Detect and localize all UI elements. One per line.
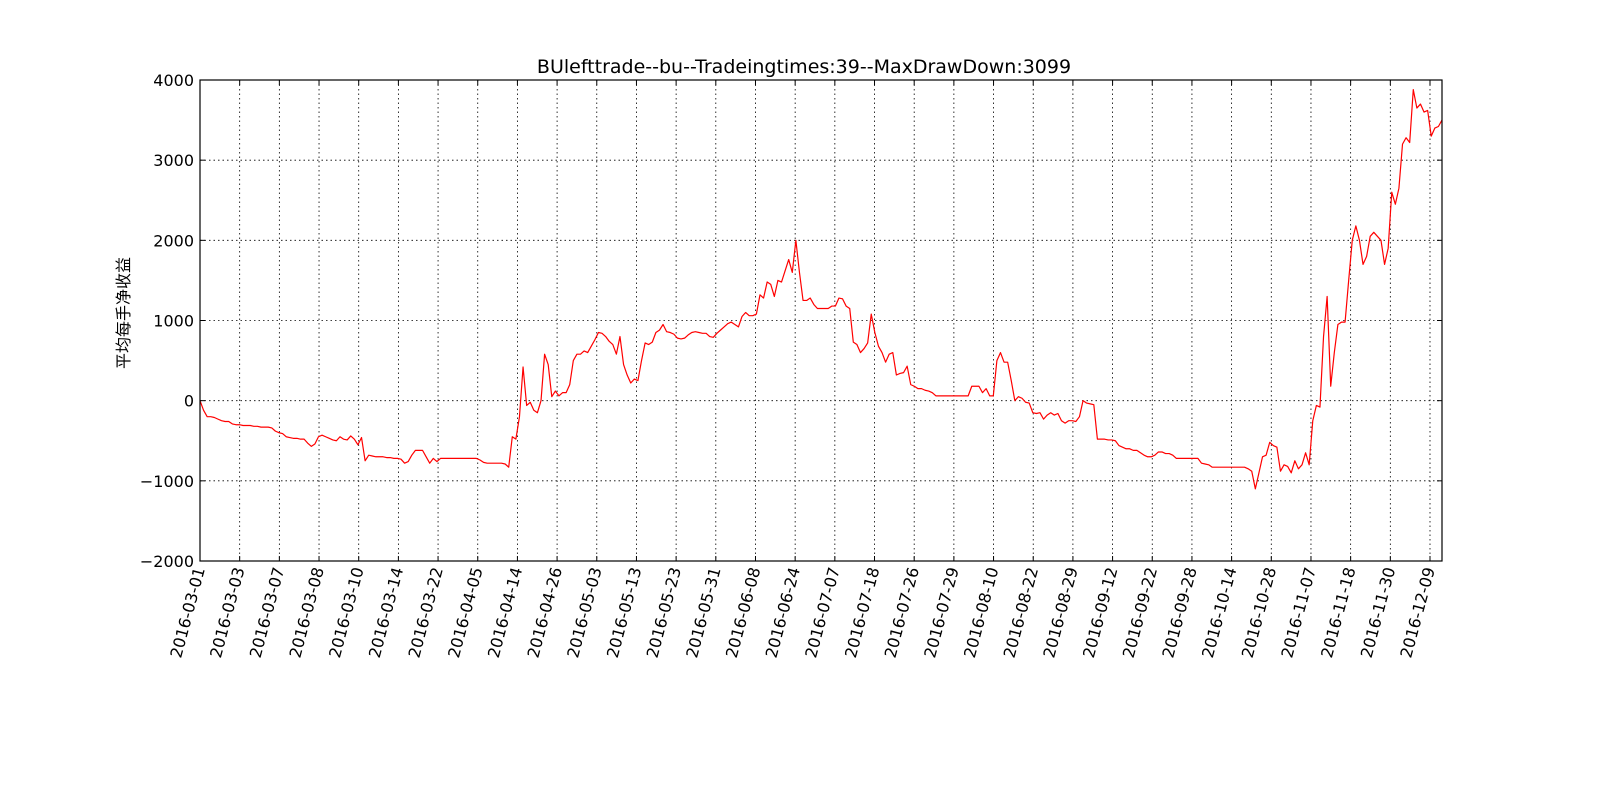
y-tick-label: 1000 bbox=[153, 312, 194, 331]
x-tick-label: 2016-03-08 bbox=[285, 565, 327, 660]
x-tick-label: 2016-03-01 bbox=[166, 565, 208, 660]
x-tick-label: 2016-06-08 bbox=[722, 565, 764, 660]
x-tick-label: 2016-03-10 bbox=[325, 565, 367, 660]
y-axis-label: 平均每手净收益 bbox=[114, 257, 133, 369]
y-tick-label: 4000 bbox=[153, 71, 194, 90]
x-tick-label: 2016-09-22 bbox=[1119, 565, 1161, 660]
x-tick-label: 2016-05-31 bbox=[682, 565, 724, 660]
y-tick-label: −2000 bbox=[140, 552, 194, 571]
x-tick-label: 2016-07-07 bbox=[801, 565, 843, 660]
x-tick-label: 2016-08-29 bbox=[1039, 565, 1081, 660]
axis-ticks bbox=[199, 79, 1442, 562]
x-tick-label: 2016-08-22 bbox=[1000, 565, 1042, 660]
x-tick-label: 2016-12-09 bbox=[1396, 565, 1438, 660]
x-tick-label: 2016-06-24 bbox=[762, 565, 804, 660]
x-tick-label: 2016-10-14 bbox=[1198, 565, 1240, 660]
x-tick-label: 2016-05-23 bbox=[643, 565, 685, 660]
y-tick-label: −1000 bbox=[140, 472, 194, 491]
y-tick-label: 0 bbox=[184, 392, 194, 411]
x-tick-labels: 2016-03-012016-03-032016-03-072016-03-08… bbox=[166, 565, 1438, 660]
x-tick-label: 2016-04-05 bbox=[444, 565, 486, 660]
x-tick-label: 2016-04-14 bbox=[484, 565, 526, 660]
x-tick-label: 2016-07-18 bbox=[841, 565, 883, 660]
x-tick-label: 2016-11-07 bbox=[1277, 565, 1319, 660]
x-tick-label: 2016-04-26 bbox=[524, 565, 566, 660]
x-tick-label: 2016-10-28 bbox=[1238, 565, 1280, 660]
x-tick-label: 2016-09-12 bbox=[1079, 565, 1121, 660]
y-tick-label: 2000 bbox=[153, 231, 194, 250]
y-tick-label: 3000 bbox=[153, 151, 194, 170]
x-tick-label: 2016-03-14 bbox=[365, 565, 407, 660]
series-line-group bbox=[199, 89, 1443, 490]
x-tick-label: 2016-03-03 bbox=[206, 565, 248, 660]
x-tick-label: 2016-11-30 bbox=[1357, 565, 1399, 660]
x-tick-label: 2016-07-26 bbox=[881, 565, 923, 660]
chart-title: BUlefttrade--bu--Tradeingtimes:39--MaxDr… bbox=[537, 56, 1071, 78]
x-tick-label: 2016-03-22 bbox=[405, 565, 447, 660]
series-line bbox=[199, 89, 1443, 490]
x-tick-label: 2016-05-03 bbox=[563, 565, 605, 660]
x-tick-label: 2016-09-28 bbox=[1158, 565, 1200, 660]
y-tick-labels: −2000 −1000 0 1000 2000 3000 4000 bbox=[140, 71, 194, 571]
x-tick-label: 2016-03-07 bbox=[246, 565, 288, 660]
x-tick-label: 2016-07-29 bbox=[920, 565, 962, 660]
x-tick-label: 2016-05-13 bbox=[603, 565, 645, 660]
x-tick-label: 2016-11-18 bbox=[1317, 565, 1359, 660]
x-tick-label: 2016-08-10 bbox=[960, 565, 1002, 660]
grid-lines bbox=[200, 80, 1442, 561]
